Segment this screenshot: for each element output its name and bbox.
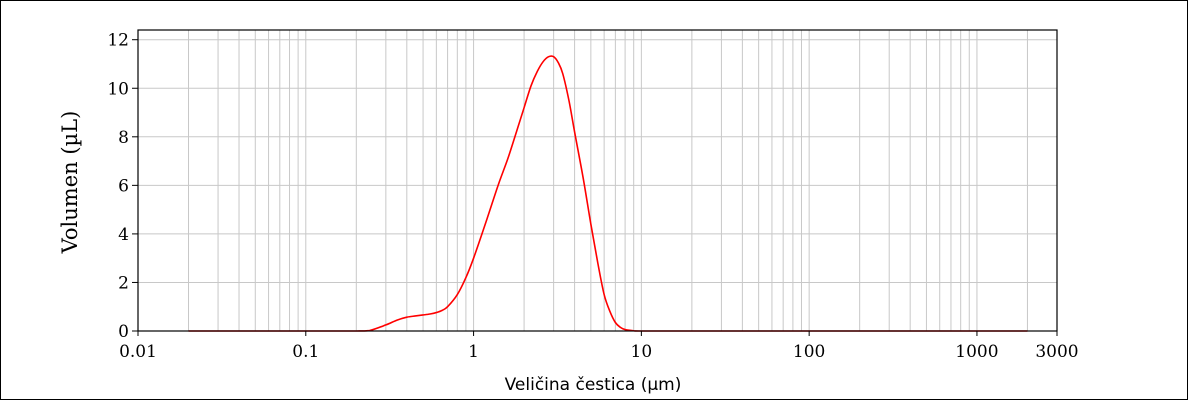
y-tick-label: 0 bbox=[118, 322, 129, 342]
grid-lines bbox=[138, 30, 1057, 331]
series-line bbox=[188, 55, 1028, 332]
y-tick-label: 2 bbox=[118, 273, 129, 293]
y-tick-label: 4 bbox=[118, 225, 129, 245]
x-tick-label: 0.01 bbox=[119, 342, 157, 362]
x-tick-label: 1000 bbox=[955, 342, 998, 362]
x-tick-label: 100 bbox=[793, 342, 825, 362]
plot-area-border bbox=[137, 29, 1058, 332]
x-tick-label: 1 bbox=[468, 342, 479, 362]
x-tick-label: 3000 bbox=[1035, 342, 1078, 362]
y-axis-label: Volumen (µL) bbox=[58, 111, 82, 255]
x-axis-ticks: 0.01 0.1 1 10 100 1000 3000 bbox=[119, 331, 1079, 362]
x-axis-label: Veličina čestica (µm) bbox=[505, 375, 682, 395]
y-tick-label: 10 bbox=[107, 79, 129, 99]
y-axis-ticks: 0 2 4 6 8 10 12 bbox=[107, 31, 138, 342]
x-tick-label: 10 bbox=[631, 342, 653, 362]
y-tick-label: 8 bbox=[118, 128, 129, 148]
y-tick-label: 12 bbox=[107, 31, 129, 51]
y-tick-label: 6 bbox=[118, 176, 129, 196]
x-tick-label: 0.1 bbox=[292, 342, 319, 362]
